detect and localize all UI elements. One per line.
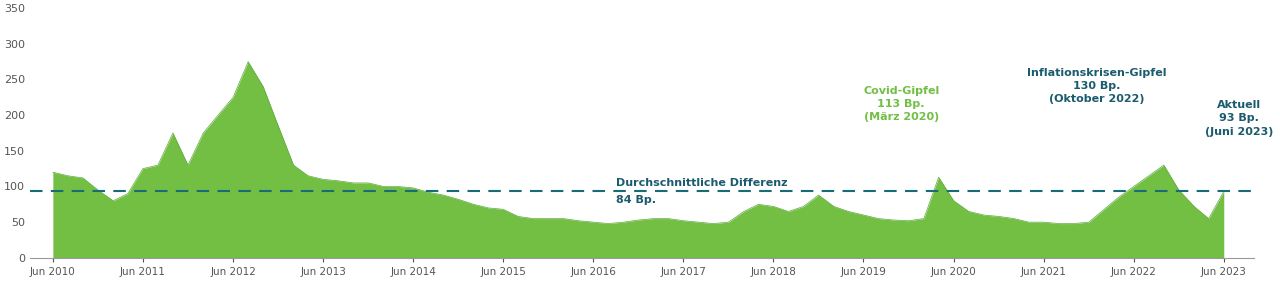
Text: Durchschnittliche Differenz: Durchschnittliche Differenz — [616, 178, 787, 188]
Text: 84 Bp.: 84 Bp. — [616, 195, 657, 205]
Text: Inflationskrisen-Gipfel
130 Bp.
(Oktober 2022): Inflationskrisen-Gipfel 130 Bp. (Oktober… — [1027, 68, 1166, 105]
Text: Aktuell
93 Bp.
(Juni 2023): Aktuell 93 Bp. (Juni 2023) — [1204, 100, 1274, 137]
Text: Covid-Gipfel
113 Bp.
(März 2020): Covid-Gipfel 113 Bp. (März 2020) — [863, 86, 940, 122]
